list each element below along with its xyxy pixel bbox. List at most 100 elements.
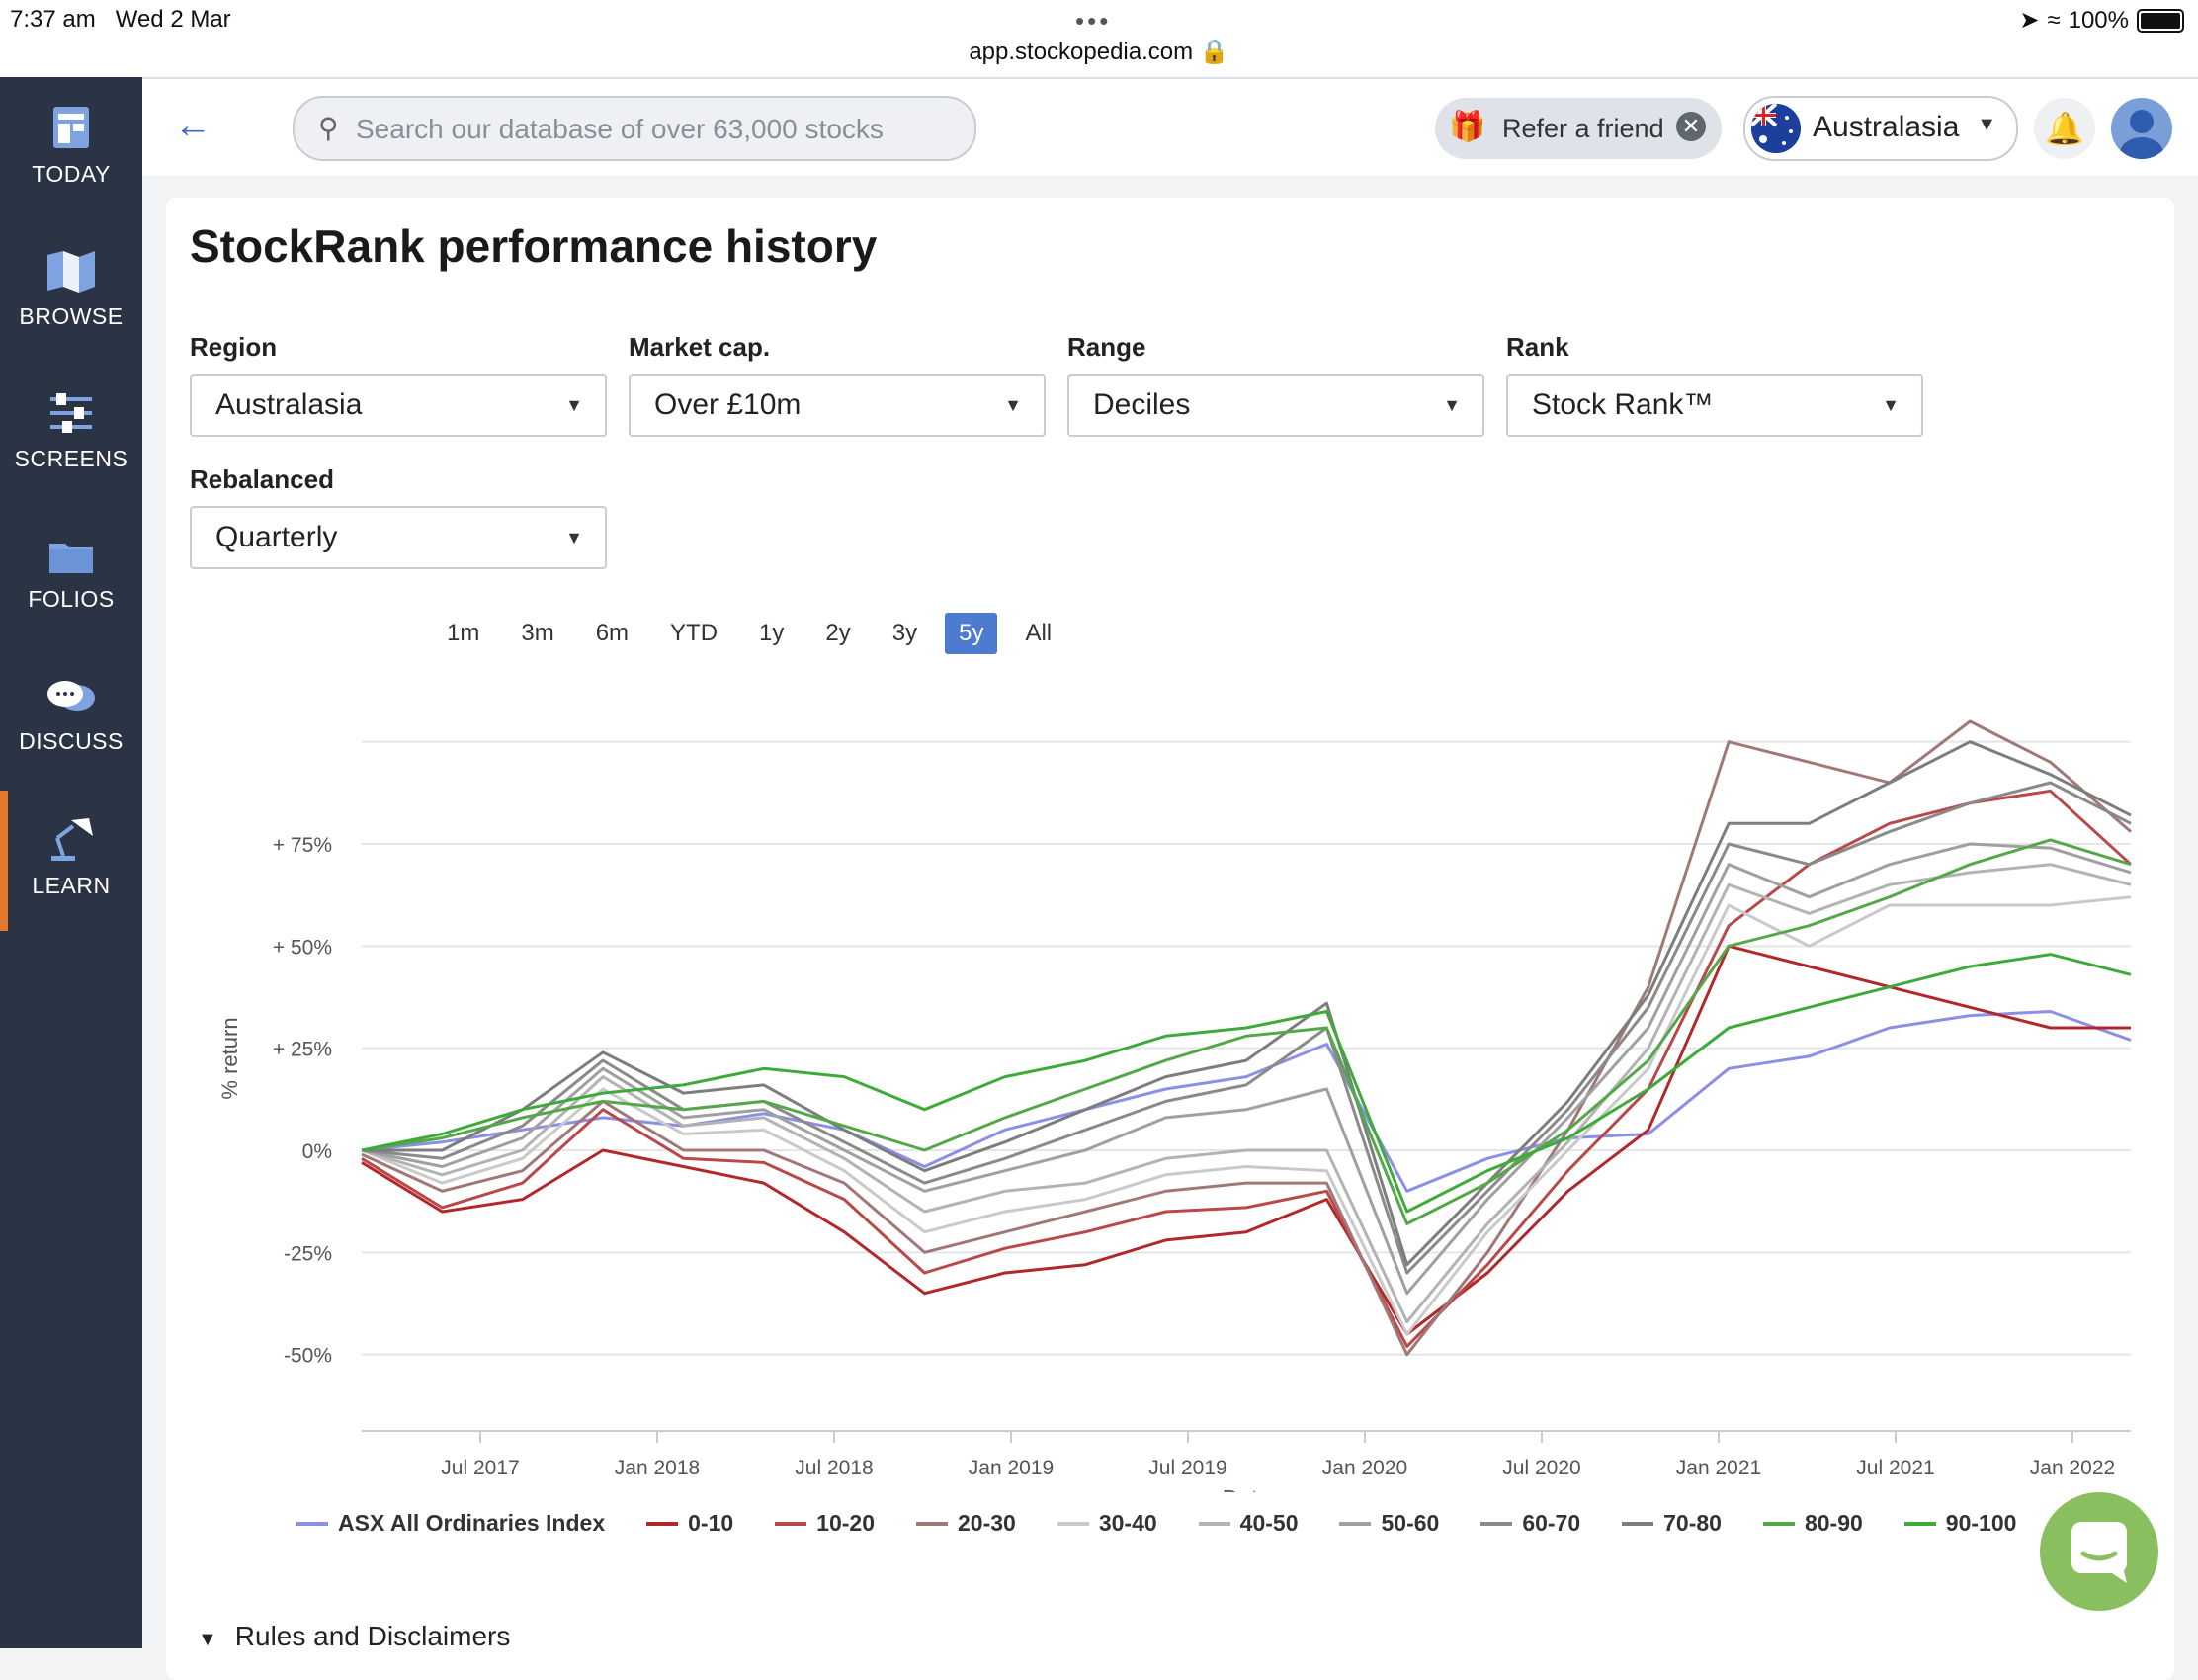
time-range-button-1m[interactable]: 1m xyxy=(447,620,480,646)
x-tick-label: Jul 2021 xyxy=(1856,1457,1934,1479)
sidebar-item-label: BROWSE xyxy=(19,303,124,329)
x-axis-title: Date xyxy=(1223,1485,1271,1492)
legend-label: 70-80 xyxy=(1663,1510,1722,1536)
time-range-button-3y[interactable]: 3y xyxy=(891,620,918,646)
series-line-80-90 xyxy=(361,838,2132,1225)
content-card xyxy=(166,198,2174,1680)
range-select[interactable]: Deciles ▼ xyxy=(1067,374,1484,437)
sidebar-item-label: SCREENS xyxy=(14,446,128,471)
time-range-button-all[interactable]: All xyxy=(1025,620,1053,646)
legend-item[interactable]: ASX All Ordinaries Index xyxy=(296,1510,605,1537)
time-range-button-ytd[interactable]: YTD xyxy=(670,620,719,646)
sidebar-item-screens[interactable]: SCREENS xyxy=(0,391,142,472)
gift-icon: 🎁 xyxy=(1449,111,1486,143)
region-select-value: Australasia xyxy=(215,388,363,421)
y-tick-label: 0% xyxy=(302,1140,332,1163)
caret-down-icon: ▼ xyxy=(198,1629,217,1650)
search-input[interactable]: ⚲ Search our database of over 63,000 sto… xyxy=(293,96,976,161)
sidebar-item-today[interactable]: TODAY xyxy=(0,105,142,188)
url-bar[interactable]: app.stockopedia.com 🔒 xyxy=(969,39,1229,65)
sidebar-item-browse[interactable]: BROWSE xyxy=(0,249,142,330)
legend-swatch xyxy=(916,1521,948,1526)
folder-icon xyxy=(49,544,93,573)
chevron-down-icon: ▼ xyxy=(565,528,583,547)
chevron-down-icon: ▼ xyxy=(565,395,583,415)
legend-item[interactable]: 70-80 xyxy=(1622,1510,1722,1537)
legend-swatch xyxy=(775,1521,807,1526)
series-line-asx-all-ordinaries-index xyxy=(361,1010,2132,1193)
time-range-button-6m[interactable]: 6m xyxy=(595,620,630,646)
legend-item[interactable]: 20-30 xyxy=(916,1510,1016,1537)
x-tick-label: Jul 2017 xyxy=(441,1457,519,1479)
series-line-0-10 xyxy=(361,944,2131,1336)
status-bar: 7:37 am Wed 2 Mar ••• app.stockopedia.co… xyxy=(0,0,2198,79)
legend-item[interactable]: 50-60 xyxy=(1339,1510,1439,1537)
sidebar-item-label: LEARN xyxy=(32,873,111,898)
chart-legend: ASX All Ordinaries Index 0-10 10-20 20-30 30… xyxy=(296,1510,2058,1537)
region-select[interactable]: Australasia ▼ xyxy=(190,374,607,437)
market-cap-filter-label: Market cap. xyxy=(629,332,771,362)
legend-label: ASX All Ordinaries Index xyxy=(338,1510,606,1536)
time-range-button-3m[interactable]: 3m xyxy=(521,620,554,646)
series-line-70-80 xyxy=(362,740,2132,1267)
series-line-60-70 xyxy=(361,781,2132,1275)
time-range-button-2y[interactable]: 2y xyxy=(825,620,851,646)
avatar[interactable] xyxy=(2111,98,2172,159)
refer-label: Refer a friend xyxy=(1502,114,1664,143)
range-filter-label: Range xyxy=(1067,332,1146,362)
performance-chart: -50% -25% 0% + 25% + 50% + 75% Jul 2017 Jan 201… xyxy=(217,719,2133,1492)
series-line-20-30 xyxy=(361,719,2132,1357)
notifications-bell-icon[interactable]: 🔔 xyxy=(2034,98,2095,159)
lamp-icon xyxy=(51,818,93,861)
time-range-button-1y[interactable]: 1y xyxy=(759,620,785,646)
legend-item[interactable]: 60-70 xyxy=(1480,1510,1580,1537)
legend-label: 30-40 xyxy=(1098,1510,1157,1536)
legend-swatch xyxy=(1198,1521,1230,1526)
x-tick-label: Jan 2019 xyxy=(969,1457,1054,1479)
x-tick-label: Jul 2020 xyxy=(1502,1457,1580,1479)
legend-item[interactable]: 90-100 xyxy=(1903,1510,2017,1537)
legend-item[interactable]: 30-40 xyxy=(1057,1510,1157,1537)
legend-swatch xyxy=(1762,1521,1795,1526)
legend-label: 80-90 xyxy=(1804,1510,1863,1536)
rules-label: Rules and Disclaimers xyxy=(234,1621,511,1651)
sidebar-item-folios[interactable]: FOLIOS xyxy=(0,536,142,613)
y-tick-label: -25% xyxy=(284,1242,332,1265)
legend-swatch xyxy=(1903,1521,1936,1526)
rank-select[interactable]: Stock Rank™ ▼ xyxy=(1506,374,1923,437)
sidebar-item-label: FOLIOS xyxy=(28,586,115,612)
rules-disclaimers-toggle[interactable]: ▼ Rules and Disclaimers xyxy=(198,1621,510,1652)
rebalanced-select[interactable]: Quarterly ▼ xyxy=(190,506,607,569)
chevron-down-icon: ▼ xyxy=(1977,114,1996,135)
chat-icon xyxy=(2071,1522,2127,1583)
time-range-button-5y[interactable]: 5y xyxy=(945,613,998,654)
region-selector[interactable]: Australasia ▼ xyxy=(1743,96,2018,161)
y-tick-label: + 75% xyxy=(273,834,332,857)
australia-flag-icon xyxy=(1751,104,1801,153)
lock-icon: 🔒 xyxy=(1199,39,1229,65)
chat-launcher-button[interactable] xyxy=(2040,1492,2158,1611)
legend-swatch xyxy=(296,1521,328,1526)
legend-label: 90-100 xyxy=(1945,1510,2017,1536)
refer-a-friend-button[interactable]: 🎁 Refer a friend ✕ xyxy=(1435,98,1722,159)
close-icon[interactable]: ✕ xyxy=(1676,112,1706,141)
legend-item[interactable]: 40-50 xyxy=(1198,1510,1298,1537)
legend-item[interactable]: 0-10 xyxy=(646,1510,733,1537)
legend-item[interactable]: 10-20 xyxy=(775,1510,875,1537)
range-select-value: Deciles xyxy=(1093,388,1191,421)
sidebar xyxy=(0,77,142,1648)
market-cap-select[interactable]: Over £10m ▼ xyxy=(629,374,1046,437)
back-arrow-icon[interactable]: ← xyxy=(174,105,211,146)
x-tick-label: Jan 2020 xyxy=(1322,1457,1407,1479)
active-nav-indicator xyxy=(0,791,8,931)
rebalanced-select-value: Quarterly xyxy=(215,521,338,553)
series-line-40-50 xyxy=(361,863,2132,1324)
y-tick-label: -50% xyxy=(284,1345,332,1368)
browser-menu-dots[interactable]: ••• xyxy=(1075,6,1112,36)
legend-item[interactable]: 80-90 xyxy=(1762,1510,1863,1537)
status-indicators: ➤ ≈ 100% xyxy=(2019,6,2184,35)
sliders-icon xyxy=(50,393,92,433)
sidebar-item-discuss[interactable]: DISCUSS xyxy=(0,678,142,755)
sidebar-item-learn[interactable]: LEARN xyxy=(0,816,142,899)
today-icon xyxy=(53,107,89,148)
